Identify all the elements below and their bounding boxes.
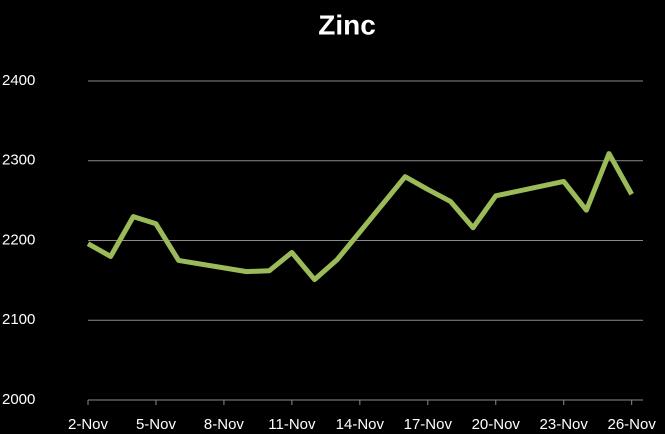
y-tick-label: 2000 — [2, 391, 35, 408]
x-tick-label: 20-Nov — [472, 416, 521, 433]
y-tick-label: 2100 — [2, 311, 35, 328]
x-tick-label: 14-Nov — [336, 416, 385, 433]
x-tick-label: 11-Nov — [268, 416, 316, 433]
x-tick-label: 8-Nov — [204, 416, 245, 433]
x-tick-label: 26-Nov — [607, 416, 656, 433]
chart-title: Zinc — [318, 9, 376, 40]
y-tick-label: 2400 — [2, 72, 35, 89]
x-tick-label: 17-Nov — [404, 416, 453, 433]
x-tick-label: 23-Nov — [540, 416, 589, 433]
y-tick-label: 2300 — [2, 152, 35, 169]
y-tick-label: 2200 — [2, 231, 35, 248]
data-line — [86, 151, 634, 283]
x-tick-label: 5-Nov — [136, 416, 177, 433]
x-tick-label: 2-Nov — [68, 416, 109, 433]
